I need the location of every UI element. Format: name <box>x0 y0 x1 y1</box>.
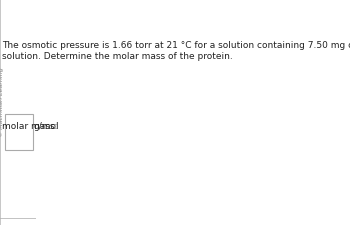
Text: g/mol: g/mol <box>34 122 59 130</box>
FancyBboxPatch shape <box>5 115 33 151</box>
Text: © Macmillan Learning: © Macmillan Learning <box>0 67 4 136</box>
Text: The osmotic pressure is 1.66 torr at 21 °C for a solution containing 7.50 mg of : The osmotic pressure is 1.66 torr at 21 … <box>2 40 350 61</box>
FancyBboxPatch shape <box>0 0 1 225</box>
Text: molar mass:: molar mass: <box>2 122 57 130</box>
